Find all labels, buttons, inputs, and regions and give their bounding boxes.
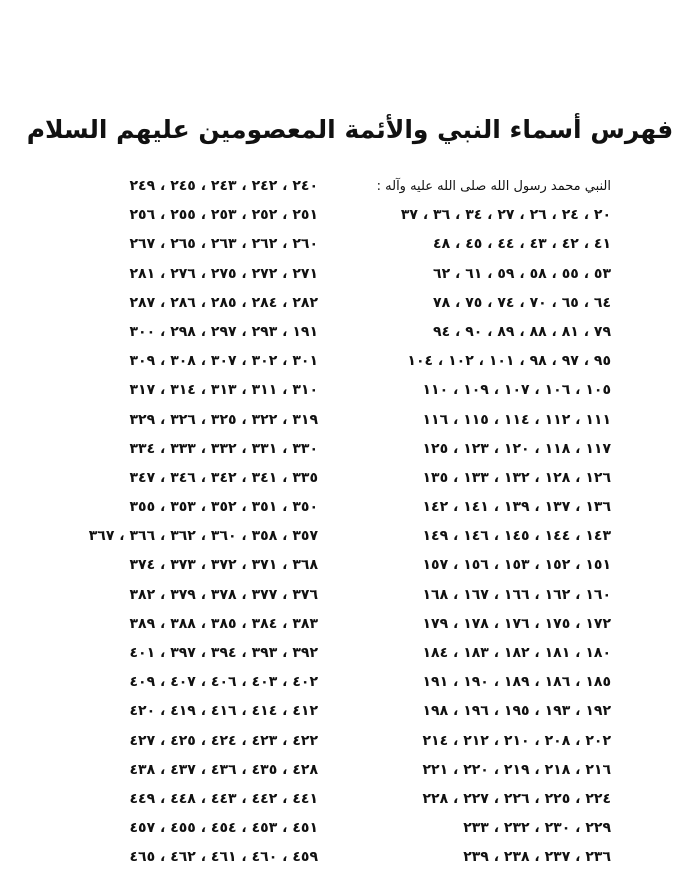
page-number-row: ٣٦٨ ، ٣٧١ ، ٣٧٢ ، ٣٧٣ ، ٣٧٤ (129, 557, 318, 574)
page-number-row: ٣٥٧ ، ٣٥٨ ، ٣٦٠ ، ٣٦٢ ، ٣٦٦ ، ٣٦٧ (88, 528, 318, 545)
page-title: فهرس أسماء النبي والأئمة المعصومين عليهم… (26, 115, 674, 144)
page-number-row: ٢٤٠ ، ٢٤٢ ، ٢٤٣ ، ٢٤٥ ، ٢٤٩ (129, 178, 318, 194)
page-number-row: ١٥١ ، ١٥٢ ، ١٥٣ ، ١٥٦ ، ١٥٧ (422, 557, 611, 574)
page-number-row: ١٣٦ ، ١٣٧ ، ١٣٩ ، ١٤١ ، ١٤٢ (422, 499, 611, 516)
page-number-row: ٣٥٠ ، ٣٥١ ، ٣٥٢ ، ٣٥٣ ، ٣٥٥ (129, 499, 318, 516)
page-number-row: ١١٧ ، ١١٨ ، ١٢٠ ، ١٢٣ ، ١٢٥ (422, 440, 611, 457)
page-number-row: ٤٢٢ ، ٤٢٣ ، ٤٢٤ ، ٤٢٥ ، ٤٢٧ (129, 732, 318, 749)
page-number-row: ٢٣٦ ، ٢٣٧ ، ٢٣٨ ، ٢٣٩ (463, 849, 611, 866)
page-number-row: ٢٧١ ، ٢٧٢ ، ٢٧٥ ، ٢٧٦ ، ٢٨١ (129, 265, 318, 282)
page-number-row: ٢٢٤ ، ٢٢٥ ، ٢٢٦ ، ٢٢٧ ، ٢٢٨ (422, 790, 611, 807)
index-column-right: النبي محمد رسول الله صلى الله عليه وآله … (376, 172, 611, 873)
page-number-row: ٤١ ، ٤٢ ، ٤٣ ، ٤٤ ، ٤٥ ، ٤٨ (433, 236, 611, 253)
page-number-row: ١١١ ، ١١٢ ، ١١٤ ، ١١٥ ، ١١٦ (422, 411, 611, 428)
page-number-row: ١٠٥ ، ١٠٦ ، ١٠٧ ، ١٠٩ ، ١١٠ (422, 382, 611, 399)
page-number-row: ٢٢٩ ، ٢٣٠ ، ٢٣٢ ، ٢٣٣ (463, 820, 611, 837)
page-number-row: ١٩٢ ، ١٩٣ ، ١٩٥ ، ١٩٦ ، ١٩٨ (422, 703, 611, 720)
page-number-row: ٤٥٩ ، ٤٦٠ ، ٤٦١ ، ٤٦٢ ، ٤٦٥ (129, 849, 318, 866)
page-number-row: ١٦٠ ، ١٦٢ ، ١٦٦ ، ١٦٧ ، ١٦٨ (422, 586, 611, 603)
page-number-row: ١٩١ ، ٢٩٣ ، ٢٩٧ ، ٢٩٨ ، ٣٠٠ (129, 323, 318, 340)
page-number-row: ١٨٥ ، ١٨٦ ، ١٨٩ ، ١٩٠ ، ١٩١ (422, 674, 611, 691)
page-number-row: ١٢٦ ، ١٢٨ ، ١٣٢ ، ١٣٣ ، ١٣٥ (422, 469, 611, 486)
entry-heading: النبي محمد رسول الله صلى الله عليه وآله … (376, 179, 611, 194)
page-number-row: ٤١٢ ، ٤١٤ ، ٤١٦ ، ٤١٩ ، ٤٢٠ (129, 703, 318, 720)
page-number-row: ٩٥ ، ٩٧ ، ٩٨ ، ١٠١ ، ١٠٢ ، ١٠٤ (407, 353, 611, 370)
page-number-row: ٢٠ ، ٢٤ ، ٢٦ ، ٢٧ ، ٣٤ ، ٣٦ ، ٣٧ (400, 207, 611, 224)
page-number-row: ٣٣٥ ، ٣٤١ ، ٣٤٢ ، ٣٤٦ ، ٣٤٧ (129, 469, 318, 486)
page-number-row: ١٤٣ ، ١٤٤ ، ١٤٥ ، ١٤٦ ، ١٤٩ (422, 528, 611, 545)
page-number-row: ٢٠٢ ، ٢٠٨ ، ٢١٠ ، ٢١٢ ، ٢١٤ (422, 732, 611, 749)
page-number-row: ٢٦٠ ، ٢٦٢ ، ٢٦٣ ، ٢٦٥ ، ٢٦٧ (129, 236, 318, 253)
page-number-row: ٢٥١ ، ٢٥٢ ، ٢٥٣ ، ٢٥٥ ، ٢٥٦ (129, 207, 318, 224)
page-number-row: ٣٨٣ ، ٣٨٤ ، ٣٨٥ ، ٣٨٨ ، ٣٨٩ (129, 615, 318, 632)
page-number-row: ٣١٠ ، ٣١١ ، ٣١٣ ، ٣١٤ ، ٣١٧ (129, 382, 318, 399)
page-number-row: ٢٨٢ ، ٢٨٤ ، ٢٨٥ ، ٢٨٦ ، ٢٨٧ (129, 294, 318, 311)
page-number-row: ٦٤ ، ٦٥ ، ٧٠ ، ٧٤ ، ٧٥ ، ٧٨ (433, 294, 611, 311)
page-number-row: ٥٣ ، ٥٥ ، ٥٨ ، ٥٩ ، ٦١ ، ٦٢ (433, 265, 611, 282)
page-number-row: ١٧٢ ، ١٧٥ ، ١٧٦ ، ١٧٨ ، ١٧٩ (422, 615, 611, 632)
page-number-row: ٣١٩ ، ٣٢٢ ، ٣٢٥ ، ٣٢٦ ، ٣٢٩ (129, 411, 318, 428)
page-number-row: ٧٩ ، ٨١ ، ٨٨ ، ٨٩ ، ٩٠ ، ٩٤ (433, 323, 611, 340)
page-number-row: ٤٤١ ، ٤٤٢ ، ٤٤٣ ، ٤٤٨ ، ٤٤٩ (129, 790, 318, 807)
page-number-row: ١٨٠ ، ١٨١ ، ١٨٢ ، ١٨٣ ، ١٨٤ (422, 645, 611, 661)
page-number-row: ٤٥١ ، ٤٥٣ ، ٤٥٤ ، ٤٥٥ ، ٤٥٧ (129, 820, 318, 837)
page-number-row: ٣٧٦ ، ٣٧٧ ، ٣٧٨ ، ٣٧٩ ، ٣٨٢ (129, 586, 318, 603)
page-number-row: ٤٢٨ ، ٤٣٥ ، ٤٣٦ ، ٤٣٧ ، ٤٣٨ (129, 761, 318, 778)
index-column-left: ٢٤٠ ، ٢٤٢ ، ٢٤٣ ، ٢٤٥ ، ٢٤٩ ٢٥١ ، ٢٥٢ ، ٢… (88, 172, 318, 873)
page-number-row: ٤٠٢ ، ٤٠٣ ، ٤٠٦ ، ٤٠٧ ، ٤٠٩ (129, 674, 318, 691)
page-number-row: ٣٠١ ، ٣٠٢ ، ٣٠٧ ، ٣٠٨ ، ٣٠٩ (129, 353, 318, 370)
page-number-row: ٣٣٠ ، ٣٣١ ، ٣٣٢ ، ٣٣٣ ، ٣٣٤ (129, 440, 318, 457)
page-number-row: ٣٩٢ ، ٣٩٣ ، ٣٩٤ ، ٣٩٧ ، ٤٠١ (129, 645, 318, 661)
page-number-row: ٢١٦ ، ٢١٨ ، ٢١٩ ، ٢٢٠ ، ٢٢١ (422, 761, 611, 778)
